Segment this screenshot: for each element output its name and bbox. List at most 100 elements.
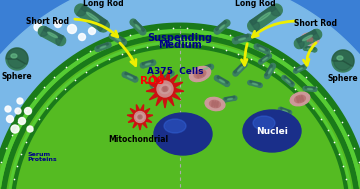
Ellipse shape [270, 63, 275, 68]
Ellipse shape [258, 12, 270, 21]
Ellipse shape [130, 19, 136, 25]
Polygon shape [294, 65, 304, 71]
Ellipse shape [98, 20, 109, 32]
Circle shape [11, 125, 19, 133]
Ellipse shape [48, 32, 58, 38]
Polygon shape [150, 84, 159, 94]
Text: Long Rod: Long Rod [83, 0, 123, 8]
Ellipse shape [313, 48, 317, 52]
Ellipse shape [140, 29, 146, 35]
Ellipse shape [166, 74, 170, 77]
Polygon shape [234, 34, 249, 44]
Ellipse shape [269, 68, 271, 74]
Text: Short Rod: Short Rod [27, 17, 69, 26]
Polygon shape [305, 46, 315, 52]
Polygon shape [146, 70, 184, 108]
Ellipse shape [136, 114, 144, 121]
Circle shape [54, 20, 62, 28]
Polygon shape [249, 81, 261, 87]
Ellipse shape [302, 35, 312, 41]
Ellipse shape [301, 33, 319, 45]
Polygon shape [234, 63, 244, 73]
Text: ROS: ROS [140, 76, 164, 86]
Ellipse shape [286, 79, 290, 83]
Polygon shape [56, 36, 64, 45]
Ellipse shape [145, 63, 151, 65]
Ellipse shape [263, 57, 267, 61]
Circle shape [27, 126, 33, 132]
Text: Nuclei: Nuclei [256, 126, 288, 136]
Ellipse shape [267, 54, 271, 58]
Ellipse shape [163, 87, 165, 91]
Circle shape [15, 108, 21, 114]
Ellipse shape [150, 83, 154, 87]
Polygon shape [215, 21, 226, 31]
Ellipse shape [246, 34, 252, 40]
Polygon shape [250, 5, 280, 31]
Polygon shape [256, 44, 269, 54]
Ellipse shape [159, 84, 170, 94]
Ellipse shape [309, 36, 311, 42]
Polygon shape [0, 26, 360, 189]
Text: A375  Cells: A375 Cells [147, 67, 203, 77]
Ellipse shape [299, 96, 301, 102]
Ellipse shape [307, 48, 312, 50]
Ellipse shape [225, 81, 230, 87]
Polygon shape [294, 65, 305, 73]
Ellipse shape [164, 87, 166, 91]
Ellipse shape [301, 96, 303, 101]
Polygon shape [217, 76, 229, 84]
Ellipse shape [56, 36, 66, 46]
Ellipse shape [337, 56, 343, 60]
Polygon shape [280, 107, 291, 112]
Ellipse shape [212, 101, 213, 106]
Polygon shape [134, 20, 145, 32]
Ellipse shape [197, 69, 201, 74]
Ellipse shape [305, 36, 315, 42]
Ellipse shape [166, 87, 167, 91]
Polygon shape [123, 72, 136, 82]
Ellipse shape [115, 37, 121, 41]
Ellipse shape [154, 113, 212, 155]
Ellipse shape [140, 63, 145, 68]
Circle shape [17, 98, 23, 104]
Polygon shape [215, 21, 229, 33]
Ellipse shape [282, 75, 286, 79]
Ellipse shape [232, 38, 238, 44]
Ellipse shape [153, 87, 157, 91]
Polygon shape [44, 27, 63, 40]
Polygon shape [152, 84, 159, 93]
Polygon shape [225, 96, 235, 99]
Ellipse shape [307, 36, 309, 42]
Ellipse shape [194, 70, 206, 78]
Polygon shape [127, 105, 153, 130]
Ellipse shape [312, 29, 321, 39]
Polygon shape [40, 27, 48, 36]
Polygon shape [250, 81, 261, 85]
Ellipse shape [214, 28, 220, 34]
Polygon shape [249, 20, 260, 31]
Text: Mitochondrial: Mitochondrial [108, 135, 168, 143]
Circle shape [42, 31, 48, 37]
Ellipse shape [259, 48, 265, 50]
Circle shape [332, 50, 354, 72]
Ellipse shape [201, 70, 204, 76]
Ellipse shape [265, 49, 270, 54]
Text: Serum
Proteins: Serum Proteins [27, 152, 57, 162]
Ellipse shape [205, 97, 225, 111]
Ellipse shape [271, 4, 282, 16]
Ellipse shape [220, 25, 225, 29]
Ellipse shape [209, 64, 213, 69]
Ellipse shape [233, 96, 237, 100]
Polygon shape [77, 5, 86, 16]
Ellipse shape [303, 65, 306, 69]
Ellipse shape [233, 71, 238, 76]
Ellipse shape [219, 79, 225, 83]
Ellipse shape [121, 39, 126, 45]
Polygon shape [259, 54, 271, 64]
Polygon shape [131, 20, 145, 34]
Polygon shape [142, 60, 154, 68]
Ellipse shape [252, 83, 258, 85]
Ellipse shape [258, 60, 262, 64]
Polygon shape [216, 76, 229, 86]
